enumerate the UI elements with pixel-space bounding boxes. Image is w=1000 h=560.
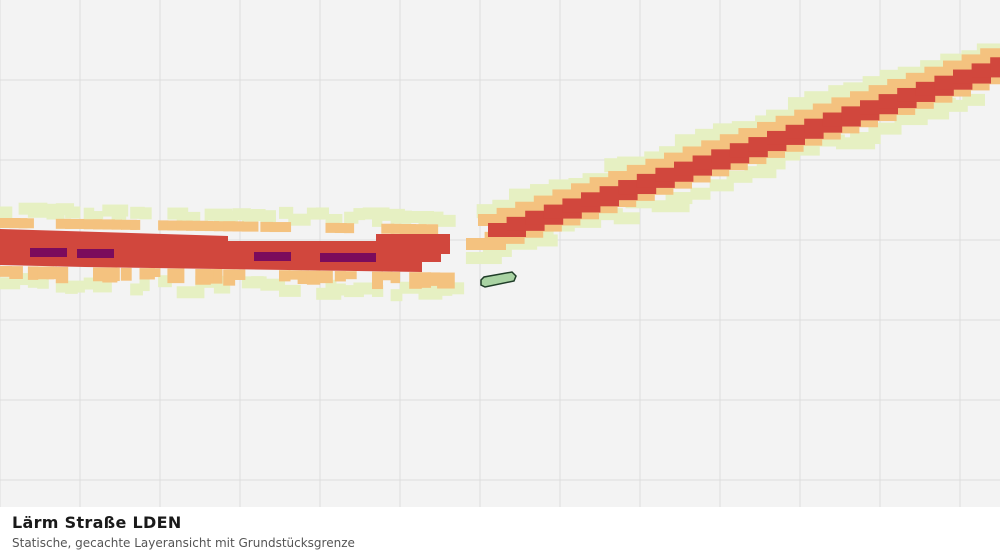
noise-medium-area	[232, 269, 246, 280]
noise-low-area	[437, 214, 456, 227]
noise-medium-area	[241, 221, 259, 232]
noise-low-area	[288, 213, 311, 226]
noise-medium-area	[46, 266, 57, 280]
noise-low-area	[93, 280, 112, 293]
noise-medium-area	[344, 271, 357, 280]
noise-medium-area	[381, 223, 395, 234]
noise-low-area	[372, 284, 384, 297]
noise-low-area	[353, 282, 377, 295]
noise-medium-area	[27, 266, 39, 280]
noise-medium-area	[176, 220, 193, 231]
noise-medium-area	[55, 266, 69, 284]
noise-medium-area	[167, 268, 185, 284]
noise-medium-area	[111, 267, 120, 282]
noise-medium-area	[158, 220, 169, 231]
noise-medium-area	[372, 271, 383, 290]
noise-low-area	[850, 132, 881, 145]
noise-low-area	[399, 210, 412, 223]
noise-medium-area	[399, 223, 417, 234]
noise-low-area	[93, 211, 104, 224]
noise-medium-area	[269, 222, 292, 233]
noise-low-area	[353, 208, 366, 221]
map	[0, 0, 1000, 507]
noise-low-area	[962, 93, 986, 106]
noise-medium-area	[0, 266, 13, 277]
noise-medium-area	[148, 268, 161, 278]
noise-medium-area	[437, 272, 455, 289]
noise-low-area	[665, 192, 693, 205]
noise-medium-area	[18, 218, 34, 229]
noise-medium-area	[167, 220, 183, 231]
noise-medium-area	[139, 268, 155, 280]
noise-low-area	[390, 289, 403, 302]
noise-low-area	[111, 210, 127, 223]
noise-medium-area	[288, 270, 303, 280]
noise-medium-area	[102, 219, 113, 230]
noise-medium-area	[390, 271, 401, 284]
noise-low-area	[65, 206, 81, 219]
caption: Lärm Straße LDEN Statische, gecachte Lay…	[0, 507, 1000, 560]
noise-medium-area	[390, 223, 402, 234]
noise-medium-area	[65, 218, 85, 229]
noise-medium-area	[409, 224, 427, 235]
noise-low-area	[260, 210, 276, 223]
noise-low-area	[260, 278, 286, 291]
noise-very-high-area	[320, 253, 376, 262]
subtitle: Statische, gecachte Layeransicht mit Gru…	[12, 536, 355, 550]
noise-medium-area	[83, 219, 102, 230]
noise-low-area	[176, 286, 205, 299]
noise-medium-area	[381, 271, 393, 281]
parcel-boundary	[480, 271, 517, 288]
noise-medium-area	[279, 270, 291, 282]
noise-very-high-area	[77, 249, 114, 258]
noise-medium-area	[325, 222, 340, 233]
noise-low-area	[690, 187, 711, 200]
noise-medium-area	[297, 270, 309, 285]
noise-medium-area	[316, 270, 333, 284]
noise-medium-area	[213, 269, 223, 282]
noise-low-area	[0, 206, 13, 219]
noise-low-area	[139, 279, 150, 292]
noise-medium-area	[223, 269, 236, 286]
noise-medium-area	[334, 271, 346, 282]
noise-very-high	[30, 248, 376, 262]
noise-medium-area	[195, 220, 214, 231]
noise-low-area	[334, 283, 346, 296]
noise-medium-area	[9, 266, 23, 280]
noise-medium-area	[232, 221, 244, 232]
noise-low-area	[279, 284, 301, 297]
noise-low-area	[911, 107, 950, 120]
noise-high-area	[990, 57, 1000, 72]
noise-medium-area	[204, 221, 220, 232]
noise-medium-area	[130, 219, 141, 230]
noise-low-area	[65, 281, 78, 294]
noise-medium-area	[344, 223, 355, 234]
noise-low-area	[942, 99, 968, 112]
noise-medium-area	[9, 218, 28, 229]
noise-medium-area	[120, 267, 132, 281]
noise-low-area	[37, 276, 49, 289]
noise-medium-area	[111, 219, 123, 230]
noise-low-area	[139, 207, 152, 220]
title: Lärm Straße LDEN	[12, 513, 182, 532]
noise-very-high-area	[254, 252, 291, 261]
noise-very-high-area	[30, 248, 67, 257]
noise-low-area	[325, 279, 337, 292]
noise-low-area	[372, 214, 383, 227]
noise-medium-area	[120, 219, 137, 230]
noise-low-area	[83, 207, 95, 220]
noise-medium-area	[334, 223, 347, 234]
noise-medium-area	[757, 121, 797, 134]
noise-medium-area	[427, 224, 439, 235]
noise-medium-area	[260, 221, 274, 232]
noise-medium-area	[55, 218, 72, 229]
noise-low-area	[613, 212, 640, 225]
